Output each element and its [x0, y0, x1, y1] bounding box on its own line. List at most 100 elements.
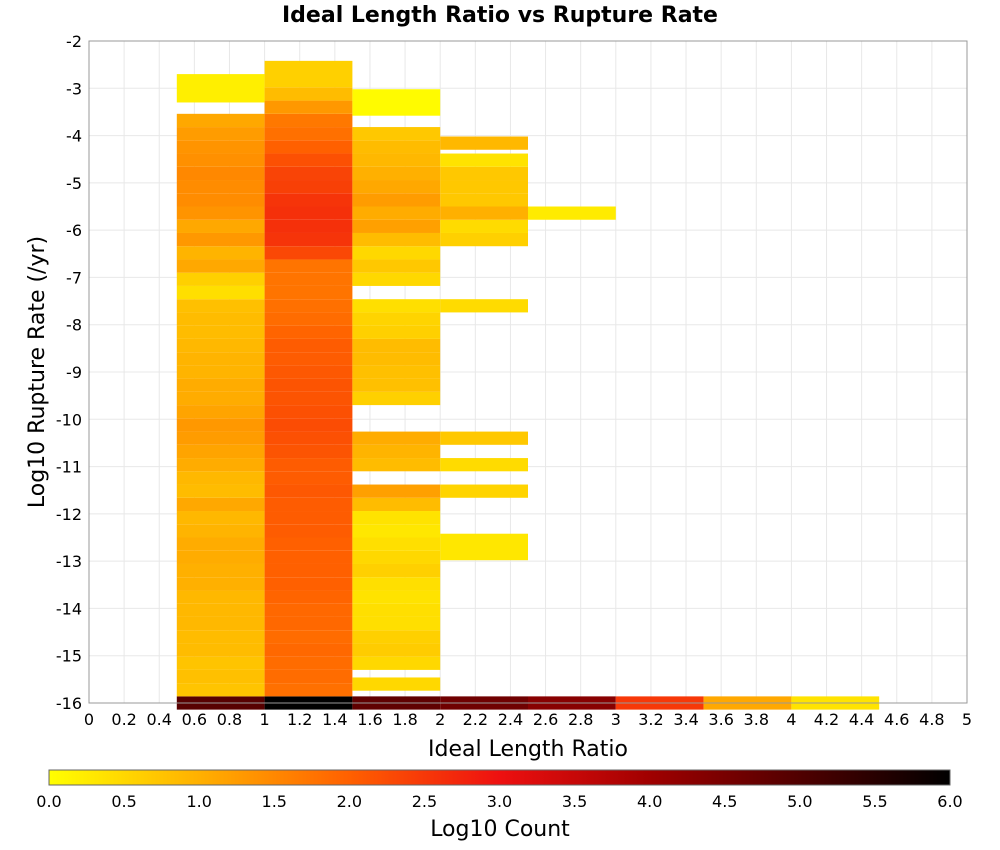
x-tick-label: 1.8 — [392, 710, 417, 729]
heatmap-cell — [176, 577, 265, 591]
heatmap-cell — [440, 232, 528, 247]
y-tick-label: -5 — [66, 174, 82, 193]
x-tick-label: 1 — [260, 710, 270, 729]
x-tick-label: 0.2 — [111, 710, 136, 729]
heatmap-cell — [352, 232, 441, 247]
heatmap-cell — [352, 524, 441, 538]
heatmap-cell — [176, 299, 265, 313]
heatmap-cell — [264, 484, 353, 498]
heatmap-cell — [264, 60, 353, 88]
colorbar-tick-label: 2.0 — [337, 792, 362, 811]
heatmap-cell — [176, 444, 265, 459]
heatmap-cell — [440, 484, 528, 498]
heatmap-cell — [352, 193, 441, 207]
y-tick-label: -9 — [66, 363, 82, 382]
heatmap-cell — [176, 391, 265, 406]
heatmap-cell — [440, 431, 528, 445]
heatmap-cell — [176, 683, 265, 697]
heatmap-cell — [352, 550, 441, 564]
heatmap-cell — [264, 365, 353, 379]
heatmap-cell — [264, 563, 353, 578]
colorbar-tick-label: 3.0 — [487, 792, 512, 811]
heatmap-cell — [352, 206, 441, 220]
x-tick-label: 3 — [611, 710, 621, 729]
heatmap-cell — [352, 497, 441, 512]
y-axis-label: Log10 Rupture Rate (/yr) — [25, 236, 50, 508]
heatmap-cell — [440, 299, 528, 313]
heatmap-cell — [176, 524, 265, 538]
colorbar-tick-label: 6.0 — [937, 792, 962, 811]
plot-frame — [88, 40, 968, 704]
heatmap-cell — [176, 563, 265, 578]
heatmap-cell — [352, 603, 441, 617]
x-tick-label: 2.6 — [533, 710, 558, 729]
y-tick-label: -16 — [56, 694, 82, 713]
x-tick-labels: 0 0.2 0.4 0.6 0.8 1 1.2 1.4 1.6 1.8 2 2.2 2.4 2.6 2.8 3… — [84, 710, 972, 729]
colorbar-tick-label: 2.5 — [412, 792, 437, 811]
heatmap-cell — [264, 405, 353, 419]
heatmap-cell — [176, 616, 265, 631]
y-tick-label: -2 — [66, 32, 82, 51]
heatmap-cell — [176, 113, 265, 128]
heatmap-cell — [264, 100, 353, 114]
heatmap-cell — [440, 193, 528, 207]
heatmap-cell — [176, 603, 265, 617]
heatmap-cell — [528, 206, 616, 220]
heatmap-cell — [352, 563, 441, 578]
heatmap-cell — [176, 431, 265, 445]
heatmap-cell — [176, 511, 265, 525]
cells-layer — [176, 60, 880, 710]
heatmap-cell — [176, 458, 265, 472]
heatmap-cell — [176, 219, 265, 233]
heatmap-cell — [352, 590, 441, 604]
x-tick-label: 2.2 — [463, 710, 488, 729]
heatmap-cell — [176, 140, 265, 154]
heatmap-cell — [176, 153, 265, 167]
heatmap-cell — [352, 338, 441, 353]
heatmap-cell — [264, 471, 353, 485]
heatmap-cell — [352, 352, 441, 366]
heatmap-cell — [352, 577, 441, 591]
y-tick-label: -15 — [56, 647, 82, 666]
heatmap-cell — [176, 497, 265, 512]
heatmap-cell — [352, 677, 441, 691]
heatmap-cell — [264, 497, 353, 512]
heatmap-cell — [352, 378, 441, 392]
heatmap-cell — [352, 166, 441, 181]
heatmap-cell — [264, 444, 353, 459]
heatmap-cell — [264, 524, 353, 538]
heatmap-cell — [352, 246, 441, 260]
heatmap-cell — [176, 352, 265, 366]
colorbar-tick-label: 3.5 — [562, 792, 587, 811]
heatmap-cell — [352, 89, 441, 116]
colorbar-tick-label: 0.5 — [111, 792, 136, 811]
x-axis-label: Ideal Length Ratio — [428, 737, 628, 762]
colorbar-tick-label: 4.0 — [637, 792, 662, 811]
heatmap-cell — [264, 683, 353, 697]
x-tick-label: 0.8 — [217, 710, 242, 729]
heatmap-cell — [264, 550, 353, 564]
heatmap-cell — [352, 431, 441, 445]
x-tick-label: 5 — [962, 710, 972, 729]
heatmap-cell — [176, 206, 265, 220]
heatmap-cell — [352, 643, 441, 657]
heatmap-cell — [440, 219, 528, 233]
colorbar-tick-labels: 0.0 0.5 1.0 1.5 2.0 2.5 3.0 3.5 4.0 4.5 5.0 5.5 6.0 — [36, 792, 962, 811]
heatmap-cell — [440, 533, 528, 561]
heatmap-cell — [440, 166, 528, 181]
heatmap-cell — [440, 180, 528, 194]
y-tick-label: -10 — [56, 410, 82, 429]
heatmap-cell — [264, 259, 353, 273]
heatmap-cell — [176, 669, 265, 684]
x-tick-label: 1.6 — [357, 710, 382, 729]
heatmap-cell — [176, 643, 265, 657]
heatmap-cell — [264, 391, 353, 406]
heatmap-cell — [176, 550, 265, 564]
y-tick-label: -14 — [56, 599, 82, 618]
heatmap-cell — [264, 166, 353, 181]
heatmap-cell — [264, 378, 353, 392]
heatmap-cell — [264, 87, 353, 101]
heatmap-cell — [352, 616, 441, 631]
